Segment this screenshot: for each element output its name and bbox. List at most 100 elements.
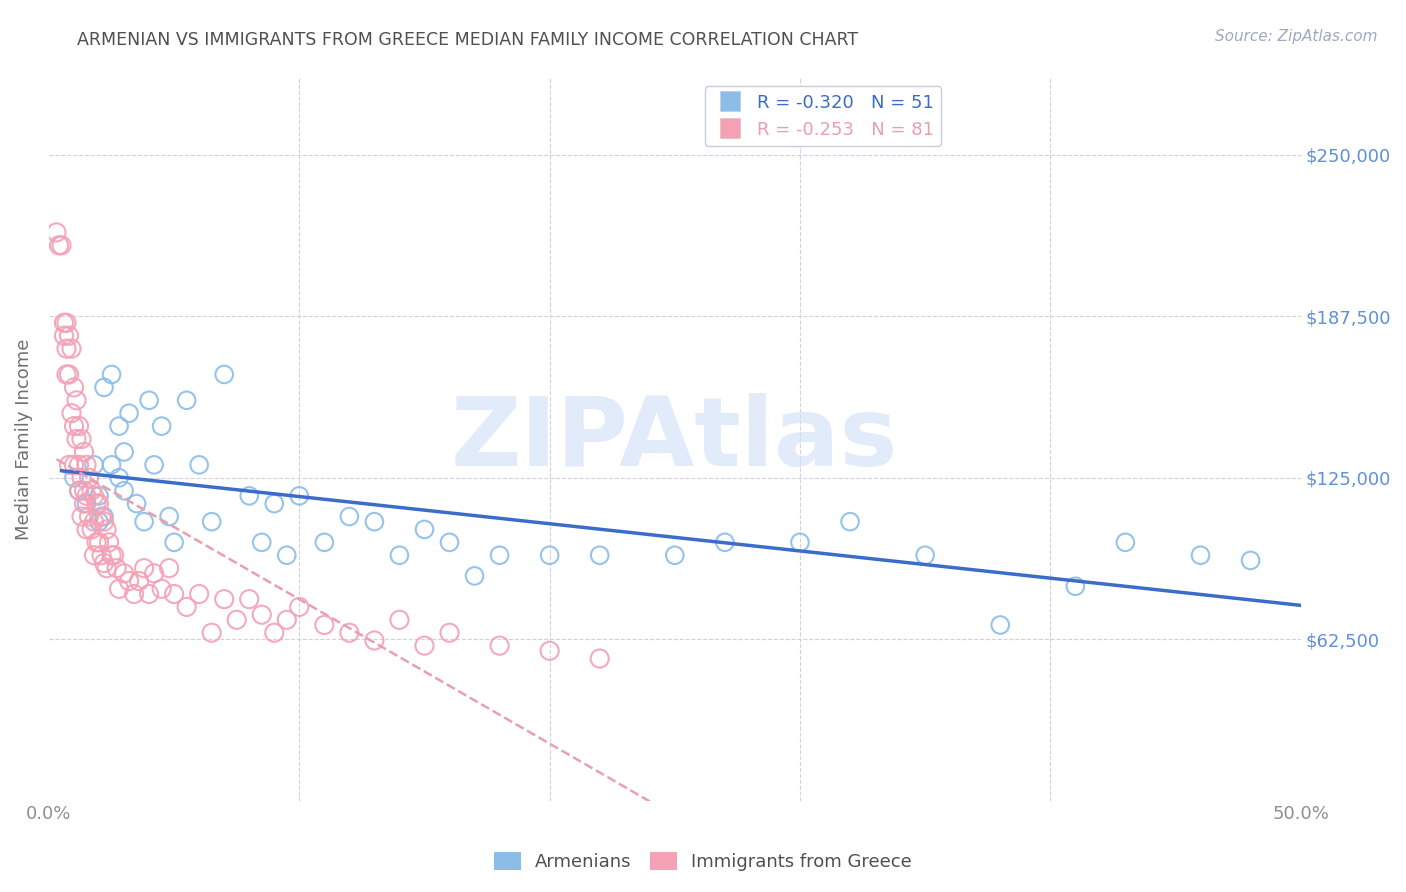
Point: [112, 566, 135, 581]
Point: [60, 406, 83, 420]
Point: [143, 566, 166, 581]
Point: [76, 523, 98, 537]
Point: [58, 328, 80, 343]
Y-axis label: Median Family Income: Median Family Income: [15, 338, 32, 540]
Point: [789, 535, 811, 549]
Legend: Armenians, Immigrants from Greece: Armenians, Immigrants from Greece: [486, 845, 920, 879]
Point: [51, 238, 73, 252]
Point: [914, 548, 936, 562]
Point: [76, 489, 98, 503]
Point: [413, 639, 436, 653]
Point: [337, 625, 360, 640]
Point: [488, 639, 510, 653]
Point: [157, 561, 180, 575]
Point: [337, 509, 360, 524]
Point: [112, 483, 135, 498]
Point: [77, 471, 100, 485]
Point: [488, 548, 510, 562]
Point: [163, 535, 186, 549]
Point: [138, 393, 160, 408]
Point: [201, 515, 224, 529]
Point: [212, 368, 235, 382]
Point: [93, 556, 115, 570]
Point: [58, 458, 80, 472]
Point: [60, 342, 83, 356]
Legend: R = -0.320   N = 51, R = -0.253   N = 81: R = -0.320 N = 51, R = -0.253 N = 81: [704, 87, 941, 146]
Point: [112, 445, 135, 459]
Point: [538, 548, 561, 562]
Point: [90, 548, 112, 562]
Point: [250, 535, 273, 549]
Point: [58, 368, 80, 382]
Point: [93, 380, 115, 394]
Point: [100, 548, 122, 562]
Point: [108, 419, 131, 434]
Point: [67, 483, 90, 498]
Point: [122, 587, 145, 601]
Point: [388, 613, 411, 627]
Point: [118, 574, 141, 588]
Point: [87, 497, 110, 511]
Point: [70, 509, 93, 524]
Point: [86, 535, 108, 549]
Point: [589, 651, 612, 665]
Point: [201, 625, 224, 640]
Point: [538, 644, 561, 658]
Point: [80, 483, 103, 498]
Point: [83, 489, 105, 503]
Point: [48, 238, 70, 252]
Point: [96, 561, 118, 575]
Point: [103, 548, 125, 562]
Point: [77, 509, 100, 524]
Point: [73, 483, 96, 498]
Point: [67, 458, 90, 472]
Point: [288, 489, 311, 503]
Point: [188, 458, 211, 472]
Point: [1189, 548, 1212, 562]
Point: [128, 574, 150, 588]
Point: [80, 523, 103, 537]
Point: [45, 226, 67, 240]
Point: [83, 548, 105, 562]
Point: [388, 548, 411, 562]
Point: [988, 618, 1011, 632]
Point: [225, 613, 247, 627]
Point: [86, 497, 108, 511]
Point: [55, 316, 77, 330]
Point: [132, 561, 155, 575]
Point: [1114, 535, 1136, 549]
Point: [413, 523, 436, 537]
Point: [464, 569, 486, 583]
Point: [664, 548, 686, 562]
Point: [76, 497, 98, 511]
Point: [363, 633, 385, 648]
Point: [176, 599, 198, 614]
Point: [70, 471, 93, 485]
Point: [98, 535, 121, 549]
Point: [93, 515, 115, 529]
Point: [138, 587, 160, 601]
Point: [1064, 579, 1087, 593]
Point: [63, 380, 86, 394]
Point: [176, 393, 198, 408]
Point: [714, 535, 737, 549]
Point: [55, 342, 77, 356]
Point: [238, 592, 260, 607]
Point: [83, 458, 105, 472]
Text: ARMENIAN VS IMMIGRANTS FROM GREECE MEDIAN FAMILY INCOME CORRELATION CHART: ARMENIAN VS IMMIGRANTS FROM GREECE MEDIA…: [77, 31, 859, 49]
Point: [125, 497, 148, 511]
Point: [87, 515, 110, 529]
Point: [53, 328, 76, 343]
Point: [150, 419, 173, 434]
Text: ZIPAtlas: ZIPAtlas: [451, 392, 898, 485]
Point: [276, 548, 298, 562]
Point: [150, 582, 173, 596]
Point: [83, 515, 105, 529]
Point: [314, 618, 336, 632]
Point: [1239, 553, 1261, 567]
Point: [100, 458, 122, 472]
Point: [73, 497, 96, 511]
Point: [87, 489, 110, 503]
Point: [87, 535, 110, 549]
Point: [163, 587, 186, 601]
